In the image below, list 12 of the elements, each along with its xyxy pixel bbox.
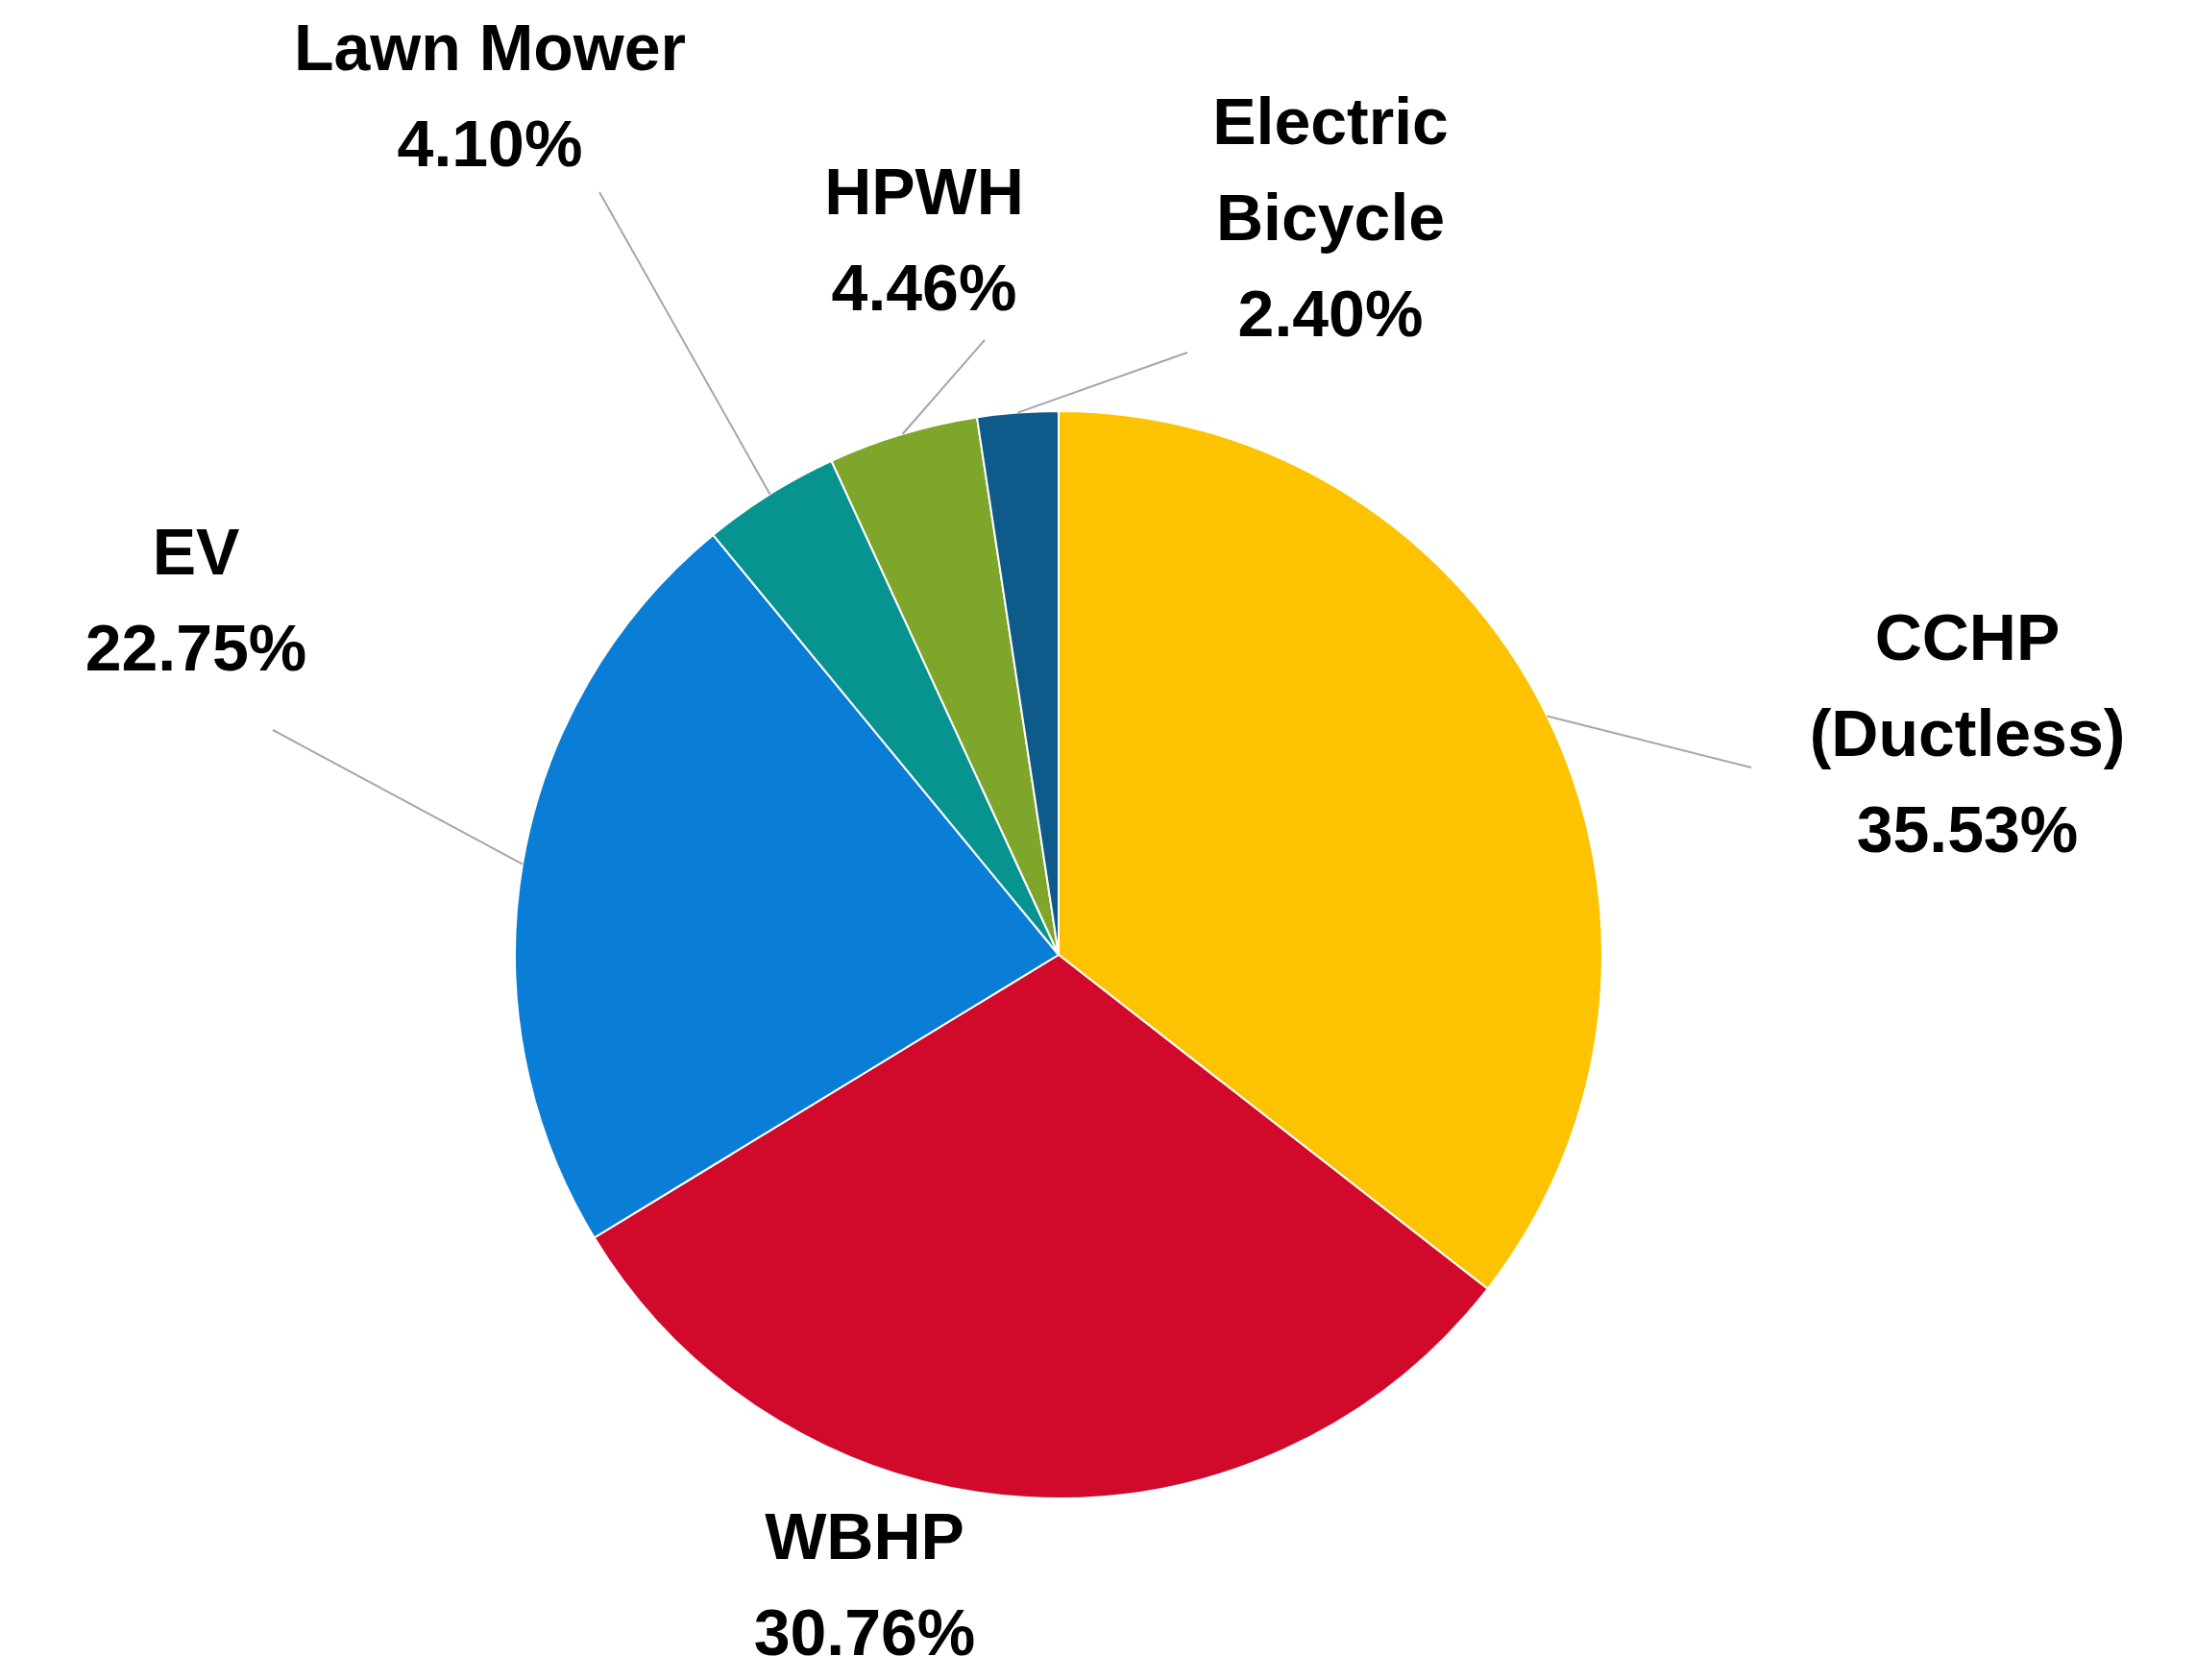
data-label: 4.10%	[397, 106, 583, 180]
slice-label: Electric Bicycle	[1212, 84, 1449, 254]
data-label: 30.76%	[753, 1595, 976, 1668]
slice-label: EV	[152, 514, 240, 588]
slice-label: WBHP	[765, 1498, 964, 1572]
slice-label: CCHP (Ductless)	[1809, 599, 2126, 769]
slice-label: HPWH	[824, 154, 1024, 228]
data-label: 2.40%	[1237, 276, 1424, 350]
data-label: 4.46%	[831, 250, 1017, 324]
data-label: 22.75%	[85, 610, 307, 684]
data-label: 35.53%	[1856, 791, 2079, 865]
slice-label: Lawn Mower	[293, 10, 687, 84]
